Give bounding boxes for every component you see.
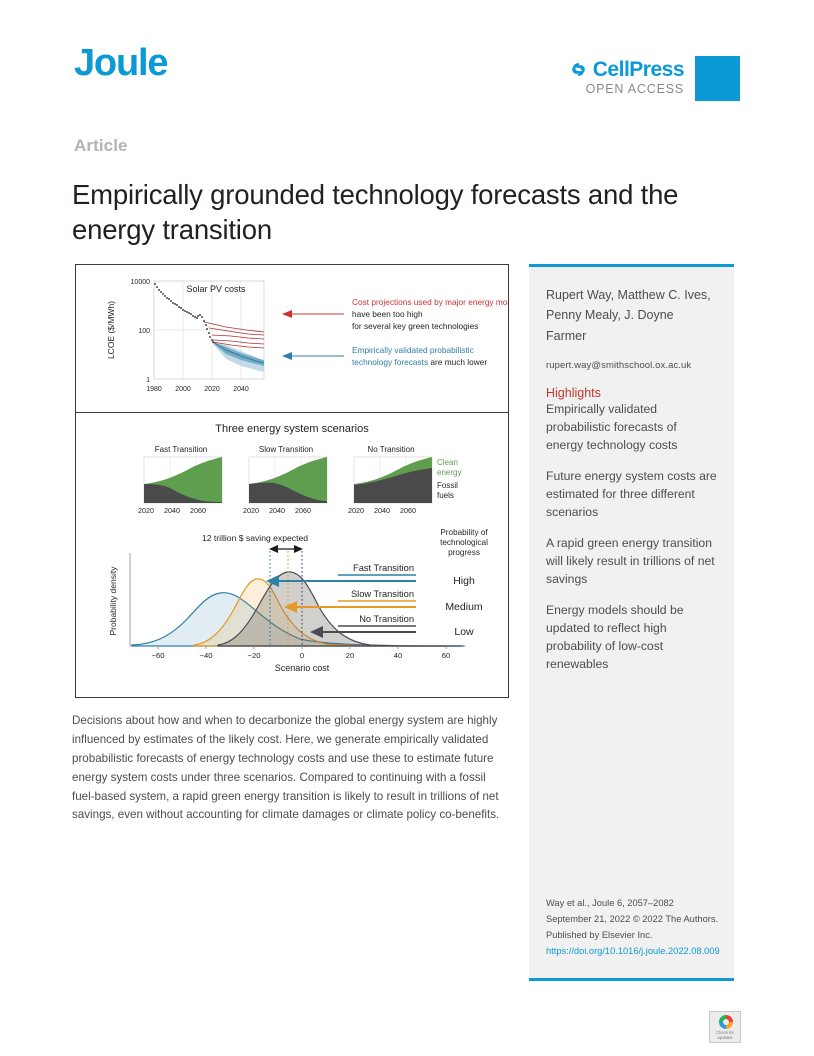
legend-clean-energy-line1: Clean — [437, 458, 458, 467]
crossmark-ring-icon — [719, 1015, 733, 1029]
blue-annotation-text: Empirically validated probabilistic — [352, 345, 474, 355]
arrow-fast-transition — [266, 574, 416, 587]
legend-fossil-fuels-line2: fuels — [437, 491, 454, 500]
y-axis-label: LCOE ($/MWh) — [106, 301, 116, 359]
blue-annotation-bold: Empirically validated probabilistic — [352, 345, 474, 355]
x-tick-2040: 2040 — [233, 386, 249, 393]
fast-x-2020: 2020 — [138, 506, 154, 515]
doi-link[interactable]: https://doi.org/10.1016/j.joule.2022.08.… — [546, 946, 720, 957]
crossmark-badge[interactable]: Check for updates — [709, 1011, 741, 1043]
graphical-abstract: Solar PV costs 10000 100 1 LCOE ($/MWh) … — [75, 264, 523, 698]
blue-annotation-line2: technology forecasts are much lower — [352, 357, 487, 367]
highlight-item: Future energy system costs are estimated… — [546, 468, 717, 519]
slow-x-2020: 2020 — [243, 506, 259, 515]
curve-no-transition — [217, 571, 463, 647]
red-annotation-line3: for several key green technologies — [352, 321, 478, 331]
journal-logo: Joule — [74, 42, 168, 84]
dist-x-tick-20: 20 — [346, 651, 354, 660]
citation-block: Way et al., Joule 6, 2057–2082 September… — [546, 896, 722, 960]
model-projection-lines — [203, 321, 265, 349]
panel-no-transition: No Transition 2020 2040 2060 — [348, 445, 433, 515]
progress-low: Low — [454, 626, 474, 638]
cellpress-wordmark: CellPress — [592, 58, 685, 81]
red-annotation-line2: have been too high — [352, 309, 423, 319]
citation-line-3: Published by Elsevier Inc. — [546, 930, 653, 941]
forecast-band-inner — [213, 342, 264, 366]
crossmark-label-line1: Check for — [716, 1030, 734, 1035]
red-arrow-head — [282, 310, 292, 318]
label-slow-transition: Slow Transition — [351, 589, 414, 599]
progress-medium: Medium — [445, 601, 483, 613]
saving-annotation: 12 trillion $ saving expected — [202, 533, 308, 543]
panel-fast-transition: Fast Transition 2020 2040 2060 — [138, 445, 223, 515]
cellpress-mark-icon — [569, 60, 588, 79]
crossmark-label-line2: updates — [717, 1035, 733, 1041]
prob-header-line2: technological — [440, 538, 488, 547]
label-no-transition: No Transition — [359, 614, 414, 624]
red-annotation-bold: Cost projections used by major energy mo… — [352, 297, 508, 307]
arrow-slow-transition — [284, 600, 416, 613]
crossmark-label: Check for updates — [710, 1030, 740, 1041]
blue-arrow-head — [282, 352, 292, 360]
progress-high: High — [453, 575, 475, 587]
panel-title-no: No Transition — [367, 445, 414, 454]
scenarios-and-distribution-chart: Three energy system scenarios Fast Trans… — [108, 423, 488, 673]
author-highlights-sidebar: Rupert Way, Matthew C. Ives, Penny Mealy… — [529, 264, 734, 981]
highlight-item: A rapid green energy transition will lik… — [546, 536, 715, 587]
dist-y-axis-label: Probability density — [108, 566, 118, 636]
legend-clean-energy-line2: energy — [437, 468, 461, 477]
dist-x-tick-40: 40 — [394, 651, 402, 660]
highlights-heading: Highlights — [546, 385, 601, 400]
prob-header-line3: progress — [448, 548, 480, 557]
dist-x-tick-m60: −60 — [152, 651, 165, 660]
slow-x-2040: 2040 — [269, 506, 285, 515]
dist-x-tick-m40: −40 — [200, 651, 213, 660]
arrow-no-transition — [310, 625, 416, 638]
dist-x-tick-60: 60 — [442, 651, 450, 660]
panel-title-slow: Slow Transition — [259, 445, 313, 454]
curve-fast-transition — [131, 592, 465, 647]
open-access-label: OPEN ACCESS — [585, 82, 684, 96]
abstract-text: Decisions about how and when to decarbon… — [72, 714, 500, 822]
cellpress-logo-block: CellPress OPEN ACCESS — [560, 56, 740, 104]
panel-title-fast: Fast Transition — [155, 445, 207, 454]
fast-x-2040: 2040 — [164, 506, 180, 515]
y-tick-10000: 10000 — [131, 279, 151, 286]
dist-x-tick-m20: −20 — [248, 651, 261, 660]
scenarios-title: Three energy system scenarios — [215, 423, 369, 435]
highlight-item: Empirically validated probabilistic fore… — [546, 401, 678, 452]
x-tick-2000: 2000 — [175, 386, 191, 393]
no-x-2060: 2060 — [400, 506, 416, 515]
panel-slow-transition: Slow Transition 2020 2040 2060 — [243, 445, 328, 515]
x-tick-1980: 1980 — [146, 386, 162, 393]
historical-cost-points — [154, 283, 214, 343]
y-tick-100: 100 — [138, 328, 150, 335]
solar-chart-title: Solar PV costs — [186, 284, 246, 294]
y-tick-1: 1 — [146, 377, 150, 384]
red-annotation-text: Cost projections used by major energy mo… — [352, 297, 508, 307]
forecast-median-line — [212, 341, 265, 364]
dist-x-axis-label: Scenario cost — [275, 663, 330, 673]
highlight-item: Energy models should be updated to refle… — [546, 603, 684, 672]
solar-pv-cost-panel: Solar PV costs 10000 100 1 LCOE ($/MWh) … — [76, 265, 523, 413]
x-tick-2020: 2020 — [204, 386, 220, 393]
citation-line-2: September 21, 2022 © 2022 The Authors. — [546, 914, 719, 925]
scenarios-panel: Three energy system scenarios Fast Trans… — [76, 413, 508, 698]
saving-double-arrow — [269, 545, 303, 553]
dist-x-tick-0: 0 — [300, 651, 304, 660]
author-list: Rupert Way, Matthew C. Ives, Penny Mealy… — [546, 288, 711, 343]
legend-fossil-fuels-line1: Fossil — [437, 481, 458, 490]
article-type-kicker: Article — [74, 136, 128, 155]
page-title: Empirically grounded technology forecast… — [72, 179, 679, 246]
corresponding-author-email[interactable]: rupert.way@smithschool.ox.ac.uk — [546, 359, 692, 371]
solar-pv-costs-chart: Solar PV costs 10000 100 1 LCOE ($/MWh) … — [106, 279, 523, 393]
slow-x-2060: 2060 — [295, 506, 311, 515]
no-x-2040: 2040 — [374, 506, 390, 515]
cellpress-blue-square — [695, 56, 740, 101]
fast-x-2060: 2060 — [190, 506, 206, 515]
label-fast-transition: Fast Transition — [353, 563, 414, 573]
citation-line-1: Way et al., Joule 6, 2057–2082 — [546, 898, 674, 909]
prob-header-line1: Probability of — [440, 528, 488, 537]
no-x-2020: 2020 — [348, 506, 364, 515]
